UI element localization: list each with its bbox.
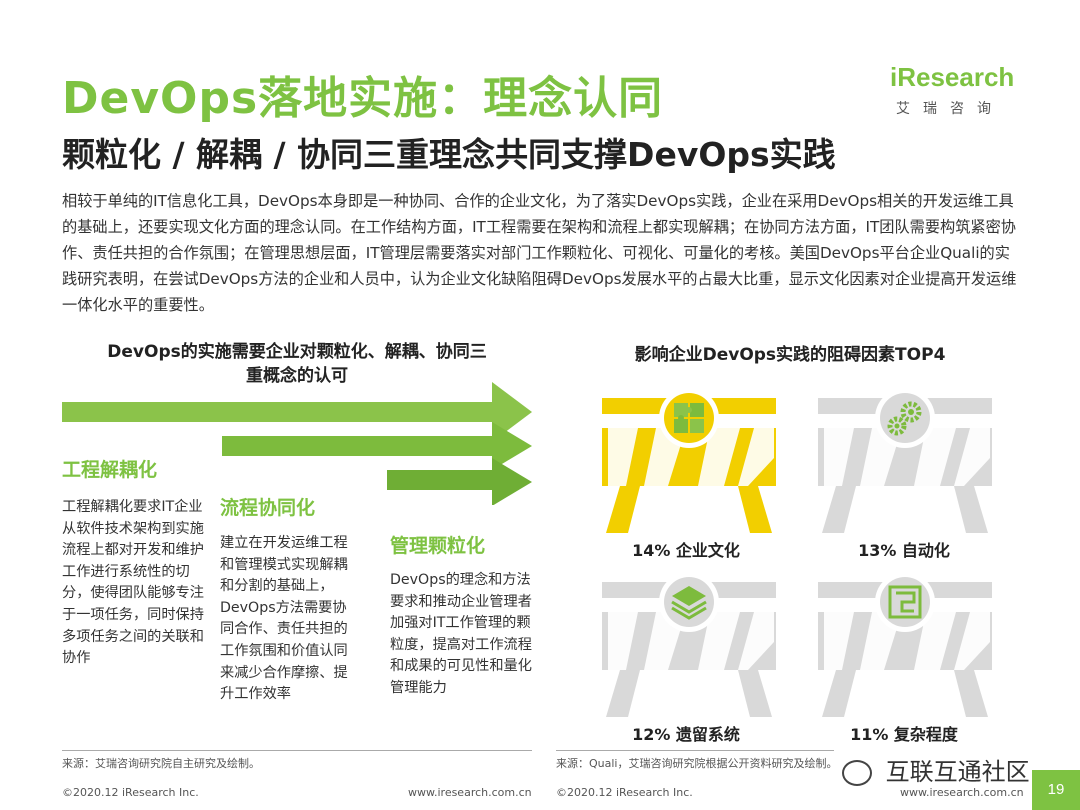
column-title-granularity: 管理颗粒化 bbox=[390, 535, 486, 557]
barrier-culture bbox=[602, 388, 776, 533]
logo-wordmark: iResearch bbox=[890, 62, 1015, 92]
footer-url-right[interactable]: www.iresearch.com.cn bbox=[900, 786, 1024, 799]
left-heading-line1: DevOps的实施需要企业对颗粒化、解耦、协同三 bbox=[107, 342, 487, 362]
barrier-legacy-systems bbox=[602, 572, 776, 717]
barrier-complexity bbox=[818, 572, 992, 717]
column-text-granularity: DevOps的理念和方法要求和推动企业管理者加强对IT工作管理的颗粒度，提高对工… bbox=[390, 572, 532, 696]
left-section-heading: DevOps的实施需要企业对颗粒化、解耦、协同三 重概念的认可 bbox=[62, 340, 532, 388]
arrow-collaboration bbox=[222, 422, 532, 470]
left-source-divider bbox=[62, 750, 532, 751]
left-source: 来源：艾瑞咨询研究院自主研究及绘制。 bbox=[62, 757, 260, 770]
barrier-label-legacy-systems: 12% 遗留系统 bbox=[632, 725, 740, 744]
gears-icon bbox=[887, 401, 922, 436]
page-title: DevOps落地实施：理念认同 bbox=[62, 73, 664, 124]
column-title-decoupling: 工程解耦化 bbox=[62, 459, 158, 481]
footer-copyright-left: ©2020.12 iResearch Inc. bbox=[62, 786, 199, 799]
page-number: 19 bbox=[1032, 770, 1080, 810]
left-heading-line2: 重概念的认可 bbox=[246, 366, 348, 386]
footer-copyright-right: ©2020.12 iResearch Inc. bbox=[556, 786, 693, 799]
arrow-decoupling bbox=[62, 382, 532, 442]
right-source-divider bbox=[556, 750, 834, 751]
barrier-automation bbox=[818, 388, 992, 533]
maze-icon bbox=[888, 585, 922, 619]
wechat-icon bbox=[842, 760, 872, 786]
right-source: 来源：Quali，艾瑞咨询研究院根据公开资料研究及绘制。 bbox=[556, 757, 838, 770]
watermark-text: 互联互通社区 bbox=[885, 758, 1030, 786]
barrier-label-automation: 13% 自动化 bbox=[858, 541, 950, 560]
intro-paragraph: 相较于单纯的IT信息化工具，DevOps本身即是一种协同、合作的企业文化，为了落… bbox=[62, 192, 1017, 314]
arrow-granularity bbox=[387, 458, 532, 505]
puzzle-icon bbox=[674, 403, 704, 433]
arrows-graphic bbox=[62, 382, 532, 505]
right-section-heading: 影响企业DevOps实践的阻碍因素TOP4 bbox=[634, 345, 946, 365]
column-text-decoupling: 工程解耦化要求IT企业从软件技术架构到实施流程上都对开发和维护工作进行系统性的切… bbox=[62, 499, 204, 667]
barrier-label-culture: 14% 企业文化 bbox=[632, 541, 740, 560]
layers-icon bbox=[671, 586, 707, 620]
iresearch-logo: iResearch 艾瑞咨询 bbox=[890, 62, 1030, 124]
column-title-collaboration: 流程协同化 bbox=[220, 497, 316, 519]
column-text-collaboration: 建立在开发运维工程和管理模式实现解耦和分割的基础上，DevOps方法需要协同合作… bbox=[220, 535, 348, 703]
page-subtitle: 颗粒化 / 解耦 / 协同三重理念共同支撑DevOps实践 bbox=[62, 135, 836, 174]
barrier-label-complexity: 11% 复杂程度 bbox=[850, 725, 958, 744]
footer-url-left[interactable]: www.iresearch.com.cn bbox=[408, 786, 532, 799]
logo-chinese: 艾瑞咨询 bbox=[896, 101, 1004, 117]
watermark: 互联互通社区 bbox=[842, 752, 1030, 787]
